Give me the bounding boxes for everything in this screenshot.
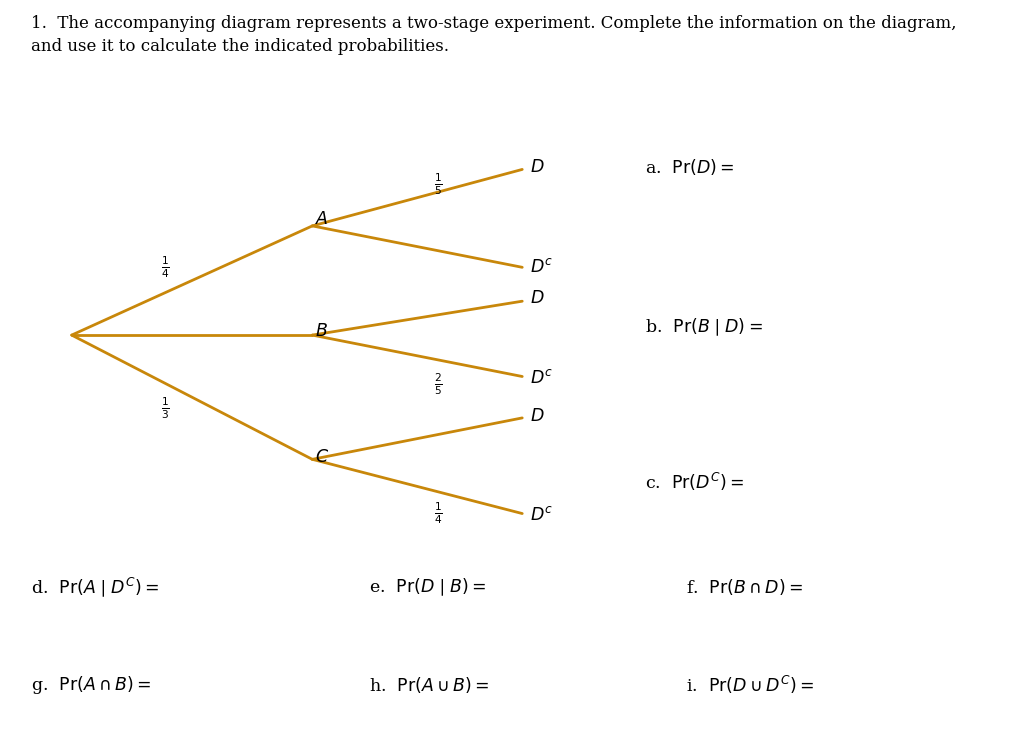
Text: and use it to calculate the indicated probabilities.: and use it to calculate the indicated pr… [31,38,449,55]
Text: $A$: $A$ [315,212,329,228]
Text: $D$: $D$ [530,408,545,425]
Text: $C$: $C$ [315,449,330,465]
Text: e.  $\mathrm{Pr}(D \mid B) =$: e. $\mathrm{Pr}(D \mid B) =$ [369,577,485,598]
Text: c.  $\mathrm{Pr}(D^C) =$: c. $\mathrm{Pr}(D^C) =$ [645,471,744,493]
Text: h.  $\mathrm{Pr}(A \cup B) =$: h. $\mathrm{Pr}(A \cup B) =$ [369,675,489,695]
Text: $D$: $D$ [530,159,545,175]
Text: $\frac{1}{4}$: $\frac{1}{4}$ [162,255,170,280]
Text: $D^c$: $D^c$ [530,258,554,276]
Text: i.  $\mathrm{Pr}(D \cup D^C) =$: i. $\mathrm{Pr}(D \cup D^C) =$ [686,674,814,697]
Text: $D^c$: $D^c$ [530,369,554,387]
Text: 1.  The accompanying diagram represents a two-stage experiment. Complete the inf: 1. The accompanying diagram represents a… [31,15,956,32]
Text: $\frac{1}{4}$: $\frac{1}{4}$ [434,501,442,526]
Text: b.  $\mathrm{Pr}(B \mid D) =$: b. $\mathrm{Pr}(B \mid D) =$ [645,317,763,338]
Text: $B$: $B$ [315,323,329,340]
Text: $D$: $D$ [530,290,545,306]
Text: $\frac{2}{5}$: $\frac{2}{5}$ [434,371,442,397]
Text: $\frac{1}{5}$: $\frac{1}{5}$ [434,171,442,197]
Text: a.  $\mathrm{Pr}(D) =$: a. $\mathrm{Pr}(D) =$ [645,157,735,177]
Text: $\frac{1}{3}$: $\frac{1}{3}$ [162,395,170,421]
Text: g.  $\mathrm{Pr}(A \cap B) =$: g. $\mathrm{Pr}(A \cap B) =$ [31,674,151,697]
Text: d.  $\mathrm{Pr}(A \mid D^C) =$: d. $\mathrm{Pr}(A \mid D^C) =$ [31,575,159,599]
Text: $D^c$: $D^c$ [530,506,554,524]
Text: f.  $\mathrm{Pr}(B \cap D) =$: f. $\mathrm{Pr}(B \cap D) =$ [686,578,803,597]
